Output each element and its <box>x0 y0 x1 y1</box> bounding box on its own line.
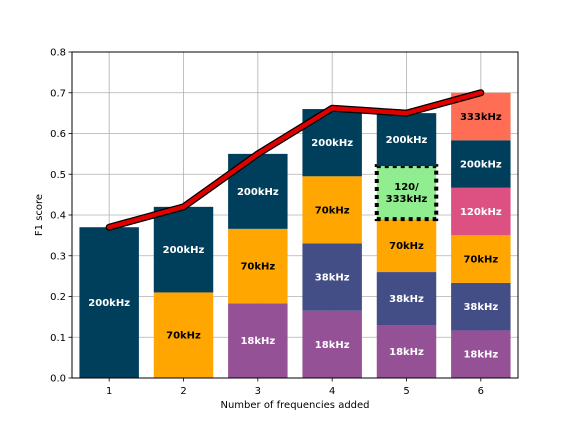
bar-segment <box>79 227 139 378</box>
bar-segment-label: 18kHz <box>389 347 424 358</box>
bar-segment-label: 70kHz <box>166 331 201 342</box>
x-tick-label: 1 <box>106 386 112 397</box>
bar-segment-label: 333kHz <box>460 112 502 123</box>
bar-segment-label: 200kHz <box>163 245 205 256</box>
bar-segment <box>302 176 362 244</box>
y-tick-label: 0.5 <box>50 170 66 181</box>
bar-segment <box>376 272 437 326</box>
bar-segment <box>228 303 288 378</box>
x-tick-label: 3 <box>255 386 261 397</box>
bar-segment-label: 18kHz <box>240 336 275 347</box>
bar-segment-label: 200kHz <box>88 298 130 309</box>
f1-line <box>105 89 485 231</box>
x-tick-label: 2 <box>180 386 186 397</box>
y-axis-label: F1 score <box>34 194 45 236</box>
bar-segment-label: 120/ <box>394 182 419 193</box>
bar-segment-label: 333kHz <box>386 194 428 205</box>
bars: 200kHz 70kHz 200kHz 18kHz 70kHz 200kHz 18kHz 38… <box>79 92 511 378</box>
bar-segment-label: 38kHz <box>315 273 350 284</box>
bar-segment-label: 38kHz <box>389 294 424 305</box>
bar-segment <box>376 166 437 220</box>
f1-line-stroke <box>106 90 484 230</box>
bar-segment-label: 200kHz <box>386 135 428 146</box>
bar-segment-label: 38kHz <box>463 302 498 313</box>
bar-segment-label: 200kHz <box>311 138 353 149</box>
bar-segment-label: 70kHz <box>315 205 350 216</box>
x-tick-label: 6 <box>478 386 484 397</box>
y-tick-label: 0.8 <box>50 48 66 59</box>
bar-segment-label: 18kHz <box>463 350 498 361</box>
y-tick-label: 0.6 <box>50 129 66 140</box>
bar-segment <box>302 310 362 378</box>
x-tick-label: 5 <box>403 386 409 397</box>
bar-segment-label: 70kHz <box>463 255 498 266</box>
bar-segment-label: 70kHz <box>389 241 424 252</box>
bar-segment <box>451 282 511 331</box>
bar-segment <box>376 325 437 378</box>
bar-segment <box>153 206 214 293</box>
bar-segment <box>153 292 214 378</box>
bar-segment-label: 200kHz <box>460 160 502 171</box>
bar-segment <box>451 330 511 378</box>
bar-segment <box>228 228 288 304</box>
bar-segment-label: 200kHz <box>237 187 279 198</box>
y-tick-label: 0.2 <box>50 292 66 303</box>
bar-segment <box>376 113 437 167</box>
bar-segment <box>376 219 437 273</box>
y-tick-label: 0.4 <box>50 211 66 222</box>
bar-segment <box>451 140 511 188</box>
x-tick-label: 4 <box>329 386 335 397</box>
bar-segment <box>451 187 511 236</box>
bar-segment <box>302 243 362 311</box>
axis-ticks: 0.0 0.1 0.2 0.3 0.4 0.5 0.6 0.7 0.8 1 2 3 4 5 6 <box>50 48 484 398</box>
bar-segment-label: 120kHz <box>460 207 502 218</box>
y-tick-label: 0.3 <box>50 251 66 262</box>
y-tick-label: 0.0 <box>50 374 66 385</box>
y-tick-label: 0.1 <box>50 333 66 344</box>
bar-segment-label: 70kHz <box>240 262 275 273</box>
bar-segment-label: 18kHz <box>315 340 350 351</box>
y-tick-label: 0.7 <box>50 88 66 99</box>
x-axis-label: Number of frequencies added <box>220 400 369 411</box>
bar-segment <box>451 235 511 283</box>
